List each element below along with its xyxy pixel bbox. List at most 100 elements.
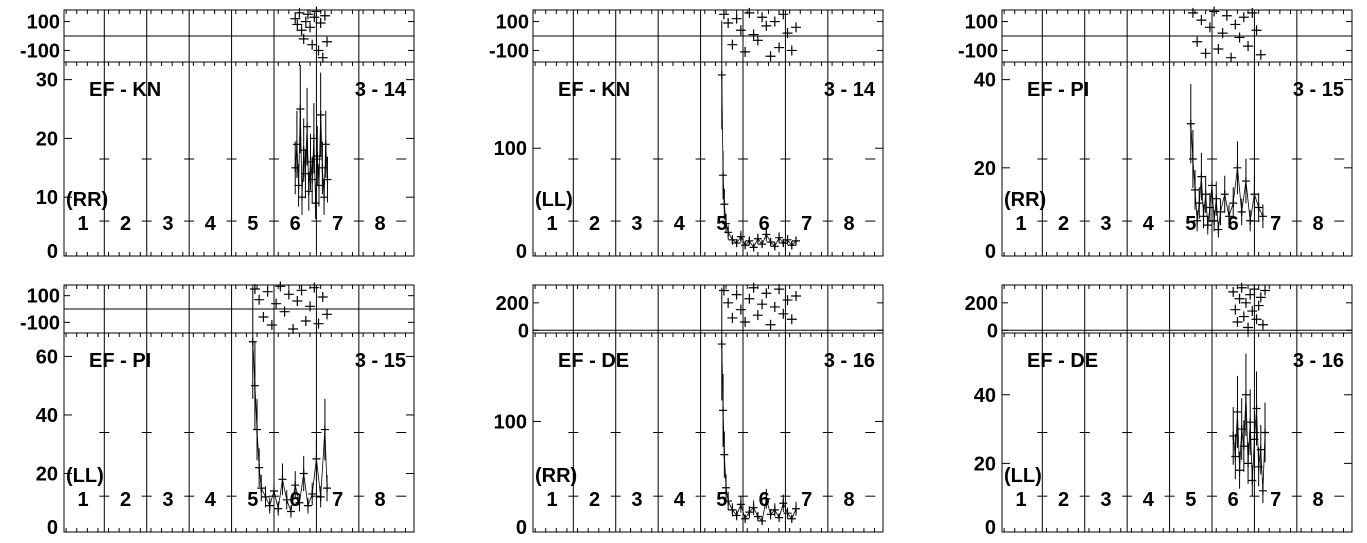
phase-point (1253, 300, 1264, 311)
amplitude-frame (1001, 61, 1353, 257)
amplitude-connector (1241, 180, 1247, 212)
phase-point (1260, 285, 1271, 296)
segment-label: 3 - 16 (824, 350, 875, 372)
phase-point (1200, 48, 1211, 59)
phase-point (748, 282, 759, 293)
amplitude-connector (1241, 429, 1245, 447)
phase-point (727, 39, 738, 50)
phase-point (298, 33, 309, 44)
phase-point (296, 285, 307, 296)
amp-tick-label: 60 (36, 346, 58, 368)
phase-point (315, 18, 326, 28)
amplitude-connector (740, 236, 746, 246)
amplitude-connector (1196, 203, 1200, 221)
amplitude-connector (1228, 202, 1234, 217)
amplitude-connector (1207, 207, 1211, 226)
phase-point (727, 312, 738, 323)
phase-point (1230, 19, 1241, 30)
amplitude-series (717, 20, 801, 252)
polarization-label: (LL) (1004, 465, 1042, 487)
amplitude-connector (1224, 194, 1230, 217)
amplitude-frame (1001, 332, 1353, 533)
segment-label: 3 - 15 (355, 350, 406, 372)
phase-frame (1001, 284, 1353, 334)
amplitude-connector (310, 161, 313, 180)
phase-point (752, 35, 763, 46)
phase-point (305, 301, 316, 312)
amplitude-connector (736, 504, 742, 516)
amplitude-connector (1211, 185, 1215, 221)
phase-point (718, 9, 729, 20)
phase-point (731, 13, 742, 24)
phase-tick-label: 100 (496, 12, 529, 34)
phase-point (1230, 304, 1241, 315)
phase-point (322, 309, 333, 320)
baseline-label: EF - DE (558, 350, 629, 372)
phase-tick-label: -100 (20, 40, 60, 62)
segment-number-label: 2 (589, 489, 600, 511)
phase-point (731, 289, 742, 300)
phase-point (791, 290, 802, 301)
polarization-label: (LL) (535, 189, 573, 211)
amplitude-connector (744, 240, 750, 246)
amplitude-connector (277, 479, 283, 509)
amplitude-connector (1239, 429, 1243, 471)
amplitude-connector (722, 175, 725, 205)
amplitude-connector (774, 237, 780, 247)
phase-point (311, 6, 322, 17)
segment-number-label: 1 (547, 213, 558, 235)
phase-point (258, 312, 269, 322)
amplitude-connector (1203, 194, 1207, 217)
panel-2: 100 -100 100 01 2 3 4 5 6 7 8 EF - KN 3 - 14 (LL) (489, 7, 884, 263)
phase-point (290, 13, 301, 24)
phase-point (791, 22, 802, 33)
amplitude-connector (320, 429, 326, 497)
segment-number-label: 2 (120, 213, 131, 235)
amplitude-connector (721, 344, 724, 411)
amplitude-connector (1190, 123, 1194, 160)
amplitude-connector (290, 485, 296, 512)
amplitude-connector (787, 512, 793, 519)
amplitude-connector (1256, 408, 1260, 467)
amplitude-connector (721, 74, 724, 176)
baseline-label: EF - DE (1027, 350, 1098, 372)
phase-point (317, 292, 328, 302)
phase-point (1247, 306, 1258, 317)
amplitude-connector (736, 236, 742, 244)
amplitude-connector (765, 234, 771, 243)
amplitude-connector (282, 479, 288, 500)
segment-label: 3 - 15 (1293, 79, 1344, 101)
phase-point (271, 298, 282, 309)
phase-point (761, 20, 772, 31)
segment-number-label: 4 (674, 489, 686, 511)
phase-point (765, 51, 776, 62)
segment-number-label: 1 (78, 489, 89, 511)
amplitude-connector (252, 341, 256, 386)
amplitude-connector (749, 507, 754, 513)
phase-point (765, 319, 776, 330)
amplitude-connector (311, 458, 317, 495)
amplitude-connector (1237, 411, 1240, 471)
segment-number-label: 1 (1016, 213, 1027, 235)
amplitude-connector (757, 238, 763, 245)
amp-tick-label: 0 (516, 241, 527, 263)
phase-point (740, 317, 751, 328)
amplitude-connector (787, 239, 793, 246)
phase-point (1251, 314, 1262, 325)
segment-number-label: 5 (247, 213, 258, 235)
segment-number-label: 6 (290, 213, 301, 235)
phase-point (302, 9, 313, 20)
amplitude-series (1186, 84, 1267, 238)
amp-tick-label: 40 (974, 70, 996, 92)
segment-number-label: 7 (332, 213, 343, 235)
amplitude-connector (782, 503, 788, 514)
phase-point (744, 7, 755, 18)
segment-number-label: 6 (759, 489, 770, 511)
phase-point (309, 282, 320, 293)
amplitude-point (749, 243, 758, 252)
amplitude-connector (1254, 194, 1260, 208)
amplitude-point (736, 500, 745, 509)
